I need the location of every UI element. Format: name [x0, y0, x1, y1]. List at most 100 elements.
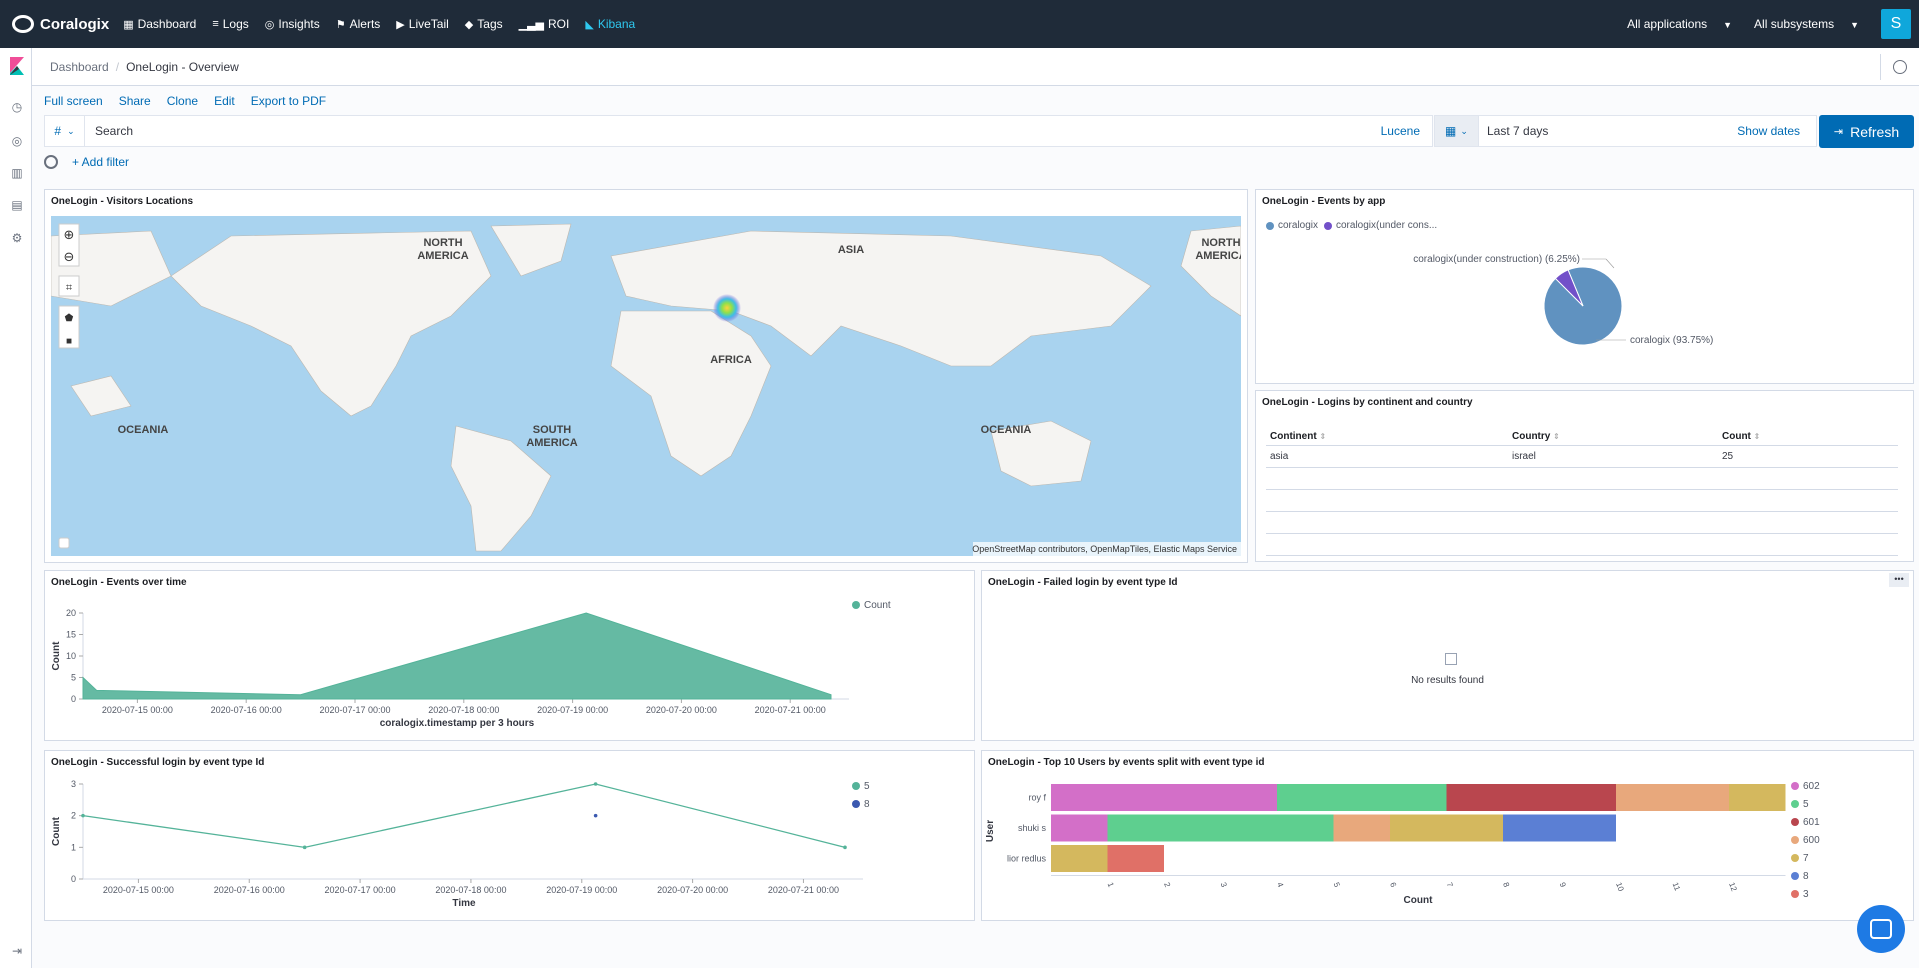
- share-link[interactable]: Share: [118, 94, 151, 108]
- bar-segment[interactable]: [1390, 814, 1503, 842]
- calendar-button[interactable]: ▦ ⌄: [1435, 116, 1479, 146]
- legend-item[interactable]: 602: [1791, 781, 1820, 792]
- area-series[interactable]: [82, 612, 832, 700]
- kibana-icon: ◣: [585, 18, 594, 31]
- dashboard-icon[interactable]: ▤: [11, 198, 23, 212]
- successful-login-chart[interactable]: 0 1 2 3 2020-07-15 00:00 2020-07-16 00:00 2020…: [45, 751, 974, 920]
- visualize-icon[interactable]: ▥: [11, 166, 23, 180]
- line-point[interactable]: [593, 782, 598, 786]
- clone-link[interactable]: Clone: [166, 94, 199, 108]
- saved-query-button[interactable]: # ⌄: [45, 116, 85, 146]
- globe-icon[interactable]: [1893, 60, 1907, 74]
- bar-segment[interactable]: [1051, 814, 1108, 842]
- map-label: SOUTH: [533, 424, 572, 436]
- pie-label-big: coralogix (93.75%): [1630, 335, 1713, 346]
- panel-title: OneLogin - Logins by continent and count…: [1262, 397, 1473, 408]
- legend-item[interactable]: 601: [1791, 817, 1820, 828]
- brand-logo[interactable]: Coralogix: [12, 15, 109, 33]
- nav-dashboard[interactable]: ▦ Dashboard: [123, 17, 196, 31]
- empty-cell: [1266, 467, 1508, 490]
- legend-label: 8: [1803, 871, 1809, 882]
- bar-segment[interactable]: [1051, 845, 1108, 872]
- events-by-app-pie[interactable]: coralogix(under construction) (6.25%) co…: [1256, 190, 1913, 383]
- compass-icon[interactable]: ◎: [11, 134, 23, 148]
- empty-cell: [1718, 533, 1898, 556]
- fit-bounds-button[interactable]: [58, 275, 80, 297]
- bar-segment[interactable]: [1503, 814, 1616, 842]
- nav-tags[interactable]: ◆ Tags: [465, 17, 503, 31]
- gear-icon[interactable]: [44, 155, 58, 169]
- nav-insights[interactable]: ◎ Insights: [265, 17, 320, 31]
- events-over-time-chart[interactable]: 0 5 10 15 20 2020-07-15 00:00 2020-07-16 00:00…: [45, 571, 974, 740]
- add-filter-button[interactable]: + Add filter: [72, 155, 130, 169]
- chat-icon: [1870, 919, 1892, 939]
- date-range[interactable]: Last 7 days: [1487, 124, 1549, 138]
- nav-alerts[interactable]: ⚑ Alerts: [336, 17, 381, 31]
- full-screen-link[interactable]: Full screen: [44, 94, 103, 108]
- bar-segment[interactable]: [1051, 784, 1277, 811]
- bar-segment[interactable]: [1107, 845, 1165, 872]
- legend-dot: [1266, 221, 1274, 230]
- bar-segment[interactable]: [1616, 784, 1729, 811]
- expand-nav-icon[interactable]: ⇥: [11, 944, 23, 958]
- top-right-controls: All applications ▼ All subsystems ▼ S: [1627, 0, 1919, 48]
- export-pdf-link[interactable]: Export to PDF: [250, 94, 327, 108]
- chat-button[interactable]: [1857, 905, 1905, 953]
- line-point[interactable]: [302, 845, 307, 850]
- gear-icon[interactable]: ⚙: [11, 231, 23, 245]
- legend-item[interactable]: 8: [852, 799, 870, 810]
- legend-item[interactable]: 5: [1791, 799, 1809, 810]
- legend-item[interactable]: coralogix(under cons...: [1324, 220, 1437, 231]
- bar-segment[interactable]: [1277, 784, 1447, 811]
- query-language-toggle[interactable]: Lucene: [1380, 124, 1420, 138]
- legend-item[interactable]: 600: [1791, 835, 1820, 846]
- legend-item[interactable]: 3: [1791, 889, 1809, 900]
- legend-item[interactable]: coralogix: [1266, 220, 1318, 231]
- x-tick-label: 8: [1501, 881, 1511, 889]
- nav-kibana[interactable]: ◣ Kibana: [585, 17, 635, 31]
- bar-segment[interactable]: [1729, 784, 1786, 811]
- nav-livetail[interactable]: ▶ LiveTail: [396, 17, 449, 31]
- nav-logs[interactable]: ≡ Logs: [212, 17, 248, 31]
- legend-item[interactable]: Count: [852, 600, 891, 611]
- line-point[interactable]: [81, 813, 85, 818]
- cell-country: israel: [1508, 445, 1718, 468]
- edit-link[interactable]: Edit: [214, 94, 235, 108]
- bar-segment[interactable]: [1446, 784, 1617, 811]
- line-point[interactable]: [843, 845, 847, 850]
- nav-roi[interactable]: ▁▃▅ ROI: [519, 17, 570, 31]
- kibana-logo-icon[interactable]: [10, 57, 24, 75]
- nav-label: Insights: [278, 17, 320, 31]
- layer-toggle[interactable]: [58, 537, 70, 549]
- y-tick-label: 3: [71, 779, 76, 789]
- legend-item[interactable]: 5: [852, 781, 870, 792]
- zoom-in-icon[interactable]: ⊕: [64, 227, 75, 242]
- column-header-country[interactable]: Country ⇕: [1508, 425, 1718, 446]
- applications-dropdown[interactable]: All applications ▼: [1627, 17, 1732, 31]
- avatar[interactable]: S: [1881, 9, 1911, 39]
- legend-item[interactable]: 7: [1791, 853, 1809, 864]
- panel-successful-login: OneLogin - Successful login by event typ…: [44, 750, 975, 921]
- line-series[interactable]: [82, 783, 846, 848]
- column-header-continent[interactable]: Continent ⇕: [1266, 425, 1508, 446]
- breadcrumb-dashboard[interactable]: Dashboard: [50, 59, 109, 74]
- show-dates-link[interactable]: Show dates: [1737, 124, 1800, 138]
- clock-icon[interactable]: ◷: [11, 100, 23, 114]
- polygon-icon[interactable]: ⬟: [65, 313, 74, 324]
- rectangle-icon[interactable]: ■: [66, 336, 72, 347]
- subsystems-dropdown[interactable]: All subsystems ▼: [1754, 17, 1859, 31]
- refresh-label: Refresh: [1850, 123, 1900, 140]
- zoom-out-icon[interactable]: ⊖: [64, 249, 75, 264]
- bar-segment[interactable]: [1107, 814, 1334, 842]
- pie-slice[interactable]: [1554, 269, 1584, 307]
- bar-segment[interactable]: [1333, 814, 1391, 842]
- legend-item[interactable]: 8: [1791, 871, 1809, 882]
- search-input[interactable]: Search: [95, 124, 134, 138]
- column-header-count[interactable]: Count ⇕: [1718, 425, 1898, 446]
- world-map[interactable]: NORTH AMERICA ASIA AFRICA OCEANIA SOUTH …: [51, 216, 1241, 556]
- x-axis-title: Count: [1404, 895, 1434, 906]
- line-point[interactable]: [593, 813, 598, 818]
- refresh-button[interactable]: ⇥ Refresh: [1819, 115, 1914, 148]
- panel-options-button[interactable]: •••: [1889, 573, 1909, 587]
